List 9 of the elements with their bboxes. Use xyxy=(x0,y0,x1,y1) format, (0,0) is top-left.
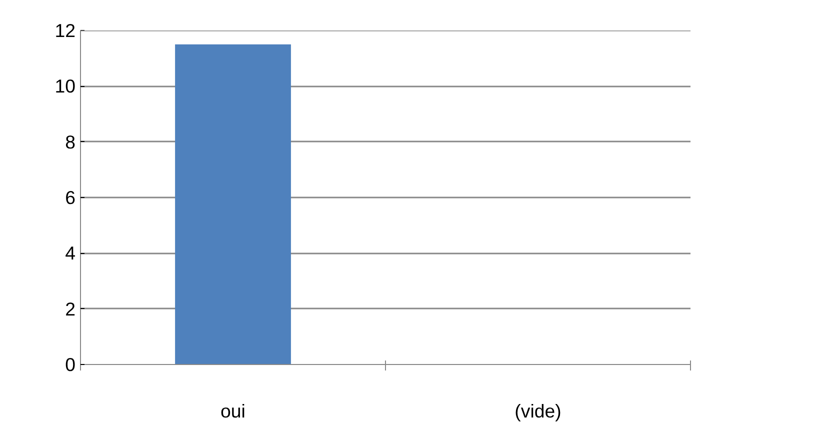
y-tick-label: 4 xyxy=(65,242,76,264)
y-tick-label: 10 xyxy=(54,76,76,97)
y-tick-label: 12 xyxy=(54,20,76,41)
y-tick-label: 8 xyxy=(65,131,76,152)
y-tick-label: 0 xyxy=(65,354,76,375)
x-tick-label: oui xyxy=(220,400,246,422)
x-tick-label: (vide) xyxy=(514,400,562,422)
y-tick-label: 2 xyxy=(65,298,76,320)
y-tick-label: 6 xyxy=(65,187,76,208)
